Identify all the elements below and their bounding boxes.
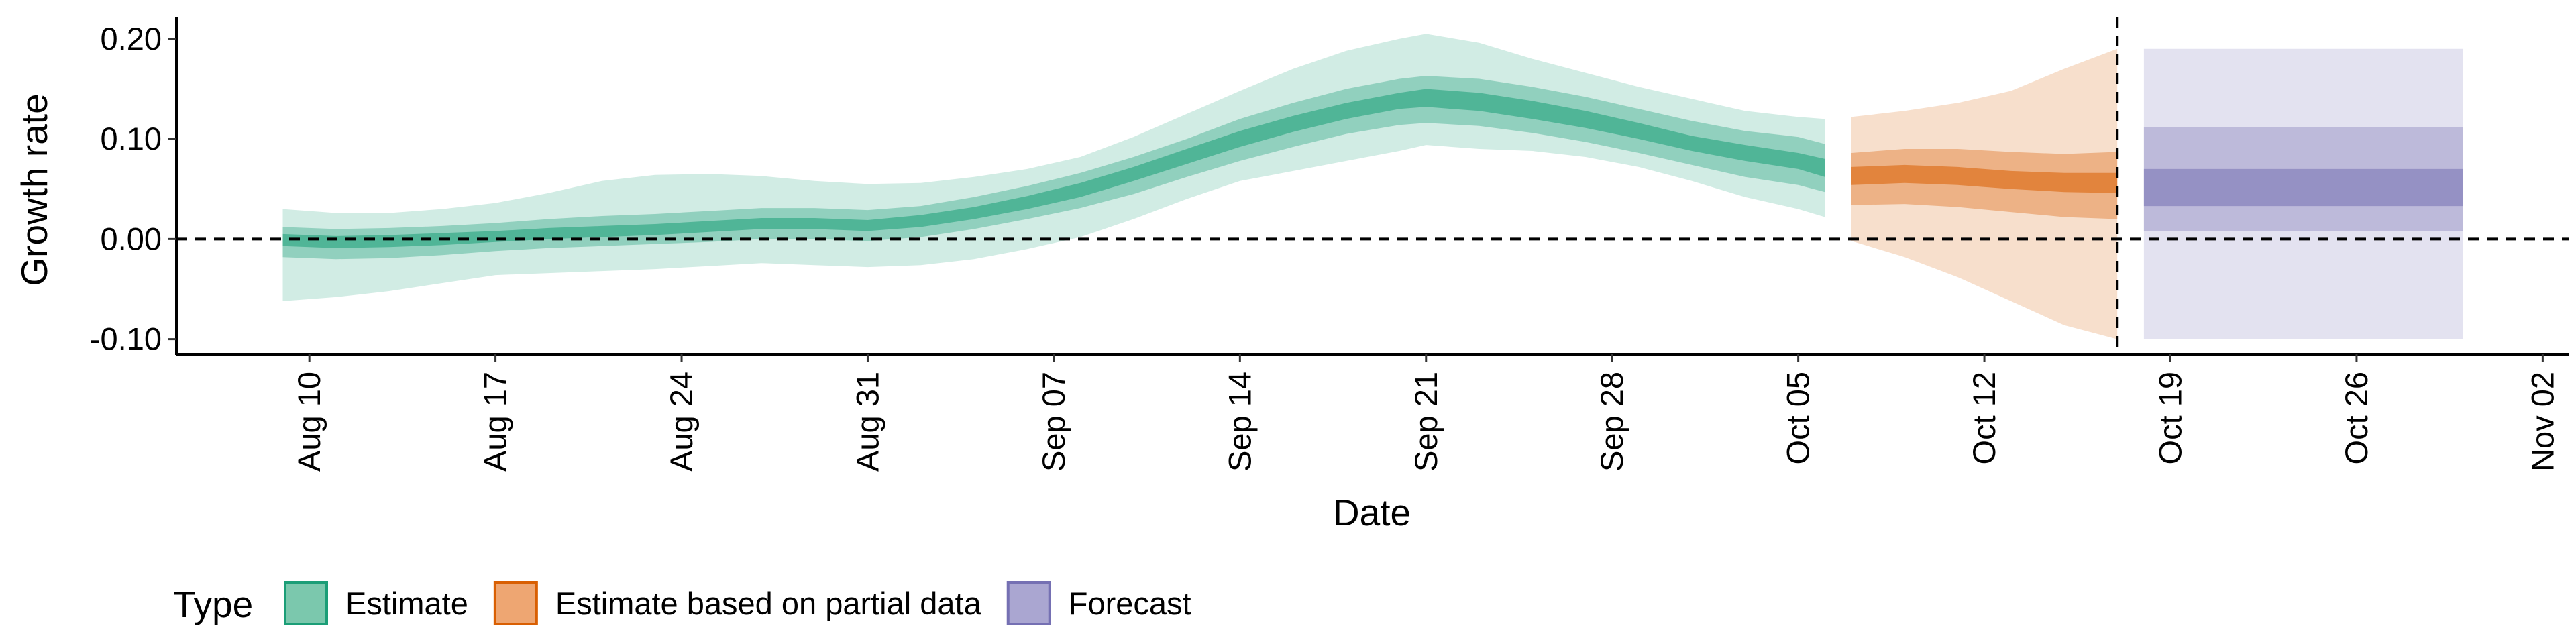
y-axis-title: Growth rate xyxy=(13,93,55,286)
legend-label-forecast: Forecast xyxy=(1069,586,1191,621)
legend-label-estimate: Estimate xyxy=(345,586,468,621)
x-tick-label: Oct 05 xyxy=(1780,372,1816,464)
series-estimate-based-on-partial-data xyxy=(1851,48,2118,339)
legend-key-estimate-based-on-partial-data xyxy=(493,581,538,625)
x-tick-label: Aug 10 xyxy=(291,372,327,472)
y-tick-label: 0.10 xyxy=(101,121,162,156)
legend-key-forecast xyxy=(1006,581,1051,625)
legend: Type Estimate Estimate based on partial d… xyxy=(173,581,1191,625)
reference-lines xyxy=(176,17,2569,354)
estimate-mid-band xyxy=(282,76,1825,260)
series-forecast xyxy=(2143,48,2463,339)
x-tick-label: Aug 24 xyxy=(663,372,699,472)
x-tick-label: Nov 02 xyxy=(2524,372,2560,472)
forecast-inner-band xyxy=(2143,168,2463,207)
x-tick-label: Oct 26 xyxy=(2339,372,2374,464)
x-tick-label: Oct 12 xyxy=(1966,372,2002,464)
x-tick-label: Oct 19 xyxy=(2153,372,2188,464)
x-tick-label: Sep 14 xyxy=(1222,372,1257,472)
legend-label-estimate-based-on-partial-data: Estimate based on partial data xyxy=(555,586,982,621)
tick-labels: 0.20 0.10 0.00 -0.10 Aug 10 Aug 17 Aug 24 Aug 3… xyxy=(90,21,2561,472)
ribbons-layer xyxy=(282,34,2463,339)
legend-title: Type xyxy=(173,584,253,625)
x-tick-label: Aug 31 xyxy=(849,372,885,472)
estimate-outer-band xyxy=(282,34,1825,301)
x-tick-label: Sep 07 xyxy=(1036,372,1071,472)
x-tick-label: Aug 17 xyxy=(478,372,513,472)
y-tick-label: 0.00 xyxy=(101,221,162,256)
series-estimate xyxy=(282,34,1825,301)
estimate-based-on-partial-data-outer-band xyxy=(1851,48,2118,339)
y-tick-label: 0.20 xyxy=(101,21,162,56)
y-tick-label: -0.10 xyxy=(90,321,162,357)
x-tick-label: Sep 28 xyxy=(1594,372,1629,472)
x-axis-title: Date xyxy=(1333,492,1411,533)
estimate-based-on-partial-data-inner-band xyxy=(1851,164,2118,193)
x-tick-label: Sep 21 xyxy=(1408,372,1444,472)
legend-key-estimate xyxy=(284,581,328,625)
